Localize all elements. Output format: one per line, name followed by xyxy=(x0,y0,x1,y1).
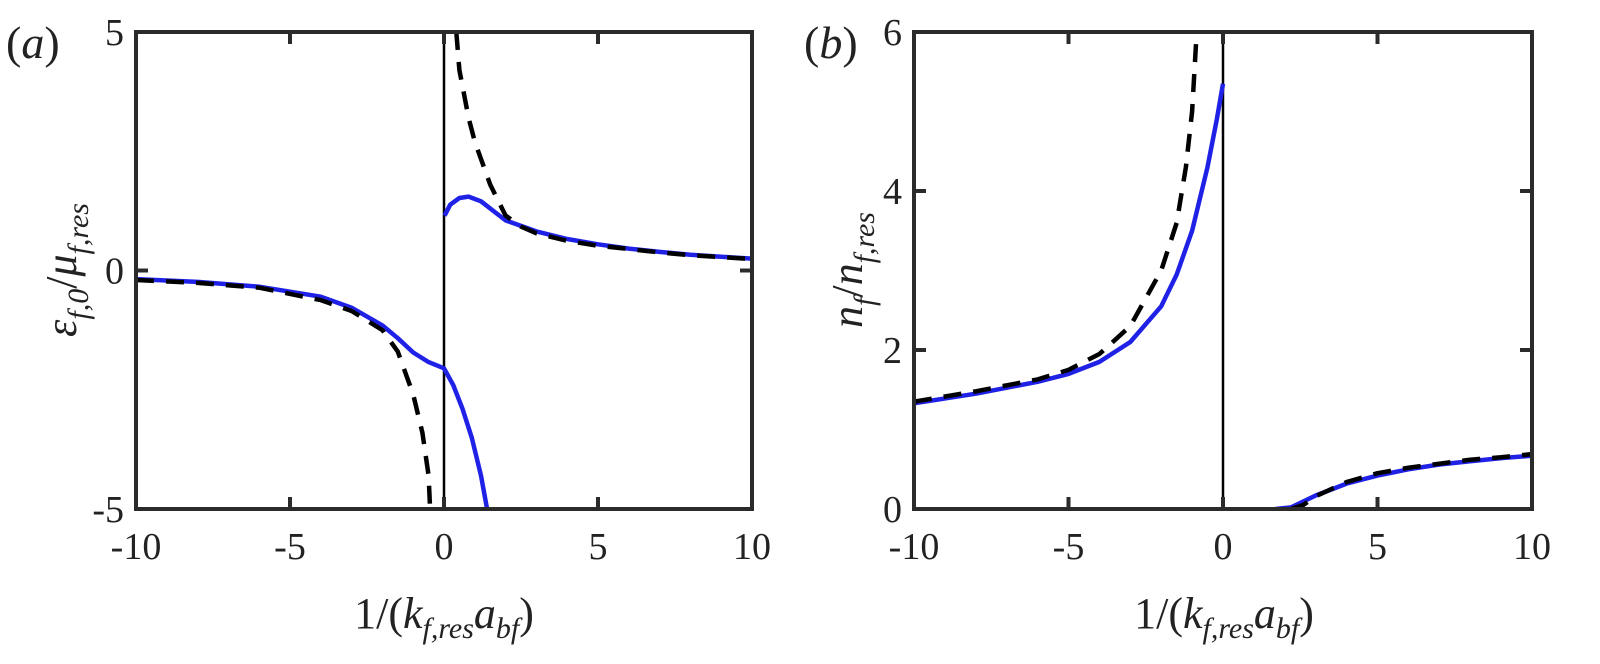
panel-a-xtick-label: -5 xyxy=(274,526,306,568)
panel-a-dashed-curve-segment-1 xyxy=(136,277,433,509)
panel-b-ytick-label: 6 xyxy=(883,12,902,54)
panel-b-xtick-label: -10 xyxy=(889,526,940,568)
panel-a-xtick-label: -10 xyxy=(111,526,162,568)
panel-b-xtick-label: 0 xyxy=(1214,526,1233,568)
panel-a-xtick-label: 10 xyxy=(733,526,771,568)
panel-a-solid-curve-segment-1 xyxy=(136,276,490,509)
panel-a-solid-curve-segment-2 xyxy=(442,194,752,261)
panel-a-ytick-label: 0 xyxy=(105,251,124,293)
panel-a-xtick-label: 0 xyxy=(435,526,454,568)
panel-b-xtick-label: 5 xyxy=(1368,526,1387,568)
panel-a-xlabel: 1/(kf,resabf) xyxy=(354,589,534,645)
panel-b-xlabel: 1/(kf,resabf) xyxy=(1134,589,1314,645)
panel-b-ytick-label: 4 xyxy=(883,171,902,213)
panel-b-label: (b) xyxy=(804,17,858,68)
panel-b-ytick-label: 2 xyxy=(883,330,902,372)
panel-b-xtick-label: 10 xyxy=(1513,526,1551,568)
panel-a-ylabel: εf,0/μf,res xyxy=(37,203,95,337)
panel-a: (a) εf,0/μf,res 1/(kf,resabf) -10 -5 0 5 10-… xyxy=(6,12,771,645)
panel-b-ylabel: nf/nf,res xyxy=(823,212,881,328)
panel-b-xtick-label: -5 xyxy=(1053,526,1085,568)
panel-b-solid-curve-segment-2 xyxy=(1275,453,1532,509)
svg-text:nf/nf,res: nf/nf,res xyxy=(823,212,881,328)
svg-text:εf,0/μf,res: εf,0/μf,res xyxy=(37,203,95,337)
panel-b-dashed-curve-segment-1 xyxy=(914,32,1199,404)
panel-a-ytick-label: -5 xyxy=(92,489,124,531)
panel-b-dashed-curve-segment-2 xyxy=(1290,451,1532,509)
panel-b: (b) nf/nf,res 1/(kf,resabf) -10 -5 0 5 10 0 2 4… xyxy=(804,12,1551,645)
panel-a-label: (a) xyxy=(6,17,60,68)
panel-a-dashed-curve-segment-2 xyxy=(454,32,752,262)
panel-b-solid-curve-segment-1 xyxy=(914,83,1226,406)
panel-a-ytick-label: 5 xyxy=(105,12,124,54)
panel-a-xtick-label: 5 xyxy=(589,526,608,568)
panel-b-ytick-label: 0 xyxy=(883,489,902,531)
